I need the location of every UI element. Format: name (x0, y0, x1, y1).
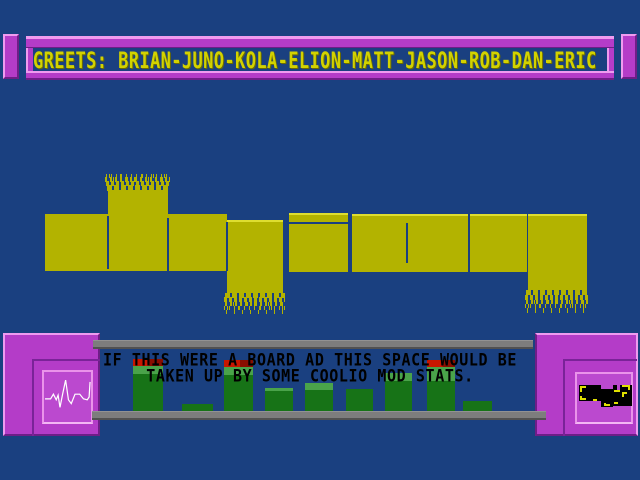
equalizer-bar (346, 389, 373, 412)
equalizer-bar (133, 359, 163, 412)
banner-top-band (26, 36, 614, 48)
pixel-mark (622, 385, 630, 387)
equalizer-bar-top (224, 367, 253, 375)
equalizer-bar-top (385, 373, 412, 381)
logo-block (45, 214, 108, 271)
bottom-rail (92, 411, 546, 420)
equalizer-bar (385, 373, 412, 412)
waveform-line (44, 379, 91, 408)
logo-dither (224, 306, 286, 310)
equalizer-bar-top (305, 383, 333, 390)
logo-dither (526, 300, 589, 304)
logo-dither (526, 290, 589, 295)
logo-dither (525, 304, 589, 308)
logo-dither (225, 302, 285, 306)
pixel-mark (614, 402, 618, 404)
banner-right-tab (621, 34, 637, 79)
pixel-mark (580, 386, 582, 392)
equalizer-peak (133, 359, 163, 366)
logo-dither (224, 297, 285, 302)
pixel-mark (622, 392, 624, 397)
logo-block (227, 220, 283, 293)
right-panel-inner-border (563, 359, 565, 436)
right-panel-inner-border (563, 359, 637, 361)
logo-dither (106, 181, 169, 186)
logo-dither (225, 293, 285, 298)
logo-block (352, 214, 468, 272)
logo-seam (107, 216, 109, 269)
logo-block (168, 214, 227, 271)
equalizer-bar-top (265, 388, 293, 391)
logo-block (108, 190, 168, 271)
equalizer-bar (265, 388, 293, 412)
logo-dither (107, 185, 169, 191)
pixel-display-slit (617, 385, 620, 392)
pixel-mark (580, 386, 586, 388)
logo-block (289, 224, 348, 272)
greets-text: GREETS: BRIAN-JUNO-KOLA-ELION-MATT-JASON… (33, 48, 597, 75)
pixel-mark (622, 392, 627, 394)
logo-seam (167, 218, 169, 271)
equalizer-bar (305, 383, 333, 412)
message-line2: TAKEN UP BY SOME COOLIO MOD STATS. (146, 365, 474, 387)
pixel-mark (605, 404, 610, 406)
logo-dither (527, 308, 588, 313)
equalizer-bar (182, 404, 213, 412)
left-panel-inner-border (32, 359, 100, 361)
top-rail (93, 340, 533, 349)
banner-left-edge (26, 48, 33, 71)
oscilloscope-box (42, 370, 93, 424)
banner-bottom-band (26, 71, 614, 80)
logo-block (528, 214, 587, 290)
logo-block (289, 213, 348, 222)
message-line1: IF THIS WERE A BOARD AD THIS SPACE WOULD… (102, 349, 518, 371)
pixel-mark (614, 390, 620, 392)
equalizer-bar-top (133, 366, 163, 374)
logo-dither (525, 295, 589, 300)
pixel-display-block (579, 385, 601, 401)
logo-dither (226, 310, 284, 314)
logo-dither (106, 174, 170, 178)
left-panel-inner-border (32, 359, 34, 436)
pixel-mark (593, 399, 597, 401)
banner-left-tab (3, 34, 19, 79)
pixel-mark (628, 385, 630, 390)
equalizer-bar (224, 360, 253, 412)
pixel-mark (580, 398, 586, 400)
logo-seam (406, 223, 408, 263)
banner-right-edge (607, 48, 614, 71)
equalizer-bar-top (427, 367, 455, 381)
logo-dither (105, 177, 170, 182)
logo-seam (226, 222, 228, 271)
logo-block (470, 214, 527, 272)
equalizer-bar (463, 401, 492, 412)
pixel-display-block (601, 389, 613, 407)
equalizer-peak (224, 360, 253, 367)
equalizer-peak (427, 360, 455, 367)
oscilloscope-waveform (44, 379, 91, 408)
equalizer-bar (427, 360, 455, 412)
